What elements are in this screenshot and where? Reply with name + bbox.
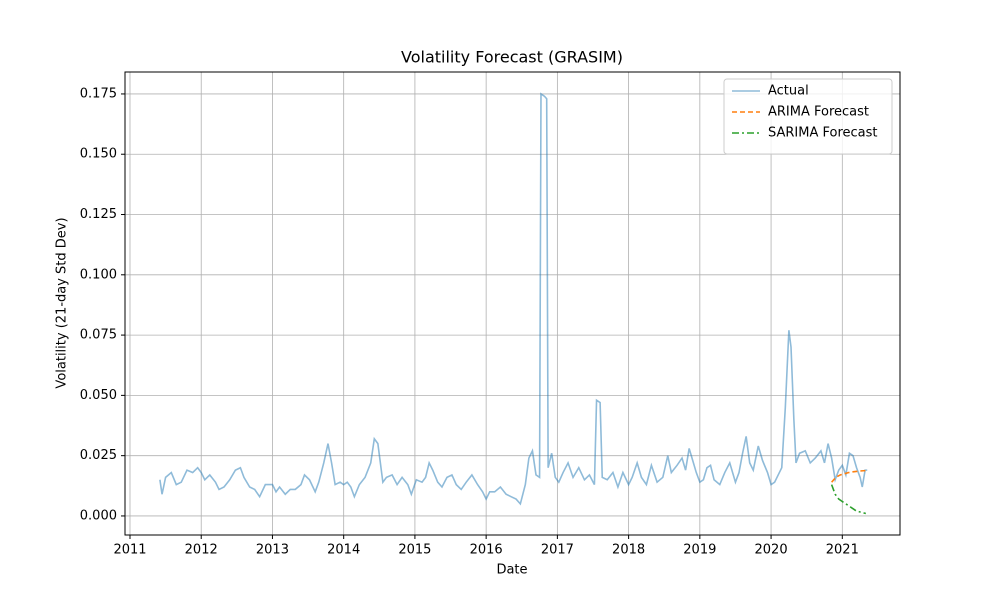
x-tick-label: 2019 bbox=[683, 543, 716, 558]
x-tick-label: 2015 bbox=[398, 543, 431, 558]
y-tick-label: 0.025 bbox=[80, 448, 117, 463]
x-tick-label: 2021 bbox=[826, 543, 859, 558]
y-tick-label: 0.125 bbox=[80, 207, 117, 222]
y-tick-label: 0.050 bbox=[80, 388, 117, 403]
x-tick-label: 2012 bbox=[185, 543, 218, 558]
y-axis-label: Volatility (21-day Std Dev) bbox=[55, 217, 70, 388]
y-tick-label: 0.000 bbox=[80, 508, 117, 523]
x-tick-label: 2013 bbox=[256, 543, 289, 558]
legend-label: Actual bbox=[768, 84, 809, 99]
legend-box bbox=[723, 78, 893, 155]
series-line bbox=[830, 484, 867, 515]
plot-frame bbox=[124, 71, 901, 536]
y-tick-label: 0.150 bbox=[80, 147, 117, 162]
legend-label: SARIMA Forecast bbox=[768, 126, 878, 141]
x-tick-label: 2018 bbox=[612, 543, 645, 558]
x-tick-label: 2011 bbox=[113, 543, 146, 558]
chart-title: Volatility Forecast (GRASIM) bbox=[401, 48, 623, 67]
y-tick-label: 0.100 bbox=[80, 267, 117, 282]
legend-label: ARIMA Forecast bbox=[768, 105, 869, 120]
x-tick-label: 2014 bbox=[327, 543, 360, 558]
x-tick-label: 2017 bbox=[541, 543, 574, 558]
x-tick-label: 2020 bbox=[755, 543, 788, 558]
legend: Actual ARIMA Forecast SARIMA Forecast bbox=[723, 78, 893, 155]
y-tick-label: 0.075 bbox=[80, 328, 117, 343]
y-tick-label: 0.175 bbox=[80, 86, 117, 101]
series-line bbox=[831, 469, 866, 483]
x-axis-label: Date bbox=[496, 563, 527, 578]
series-line bbox=[159, 92, 868, 506]
x-tick-label: 2016 bbox=[470, 543, 503, 558]
